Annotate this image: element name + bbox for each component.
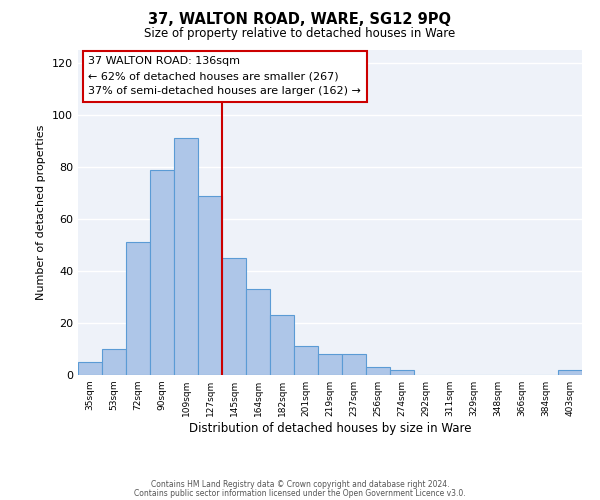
Bar: [342, 354, 366, 375]
Bar: [390, 370, 414, 375]
Bar: [78, 362, 102, 375]
Text: Contains HM Land Registry data © Crown copyright and database right 2024.: Contains HM Land Registry data © Crown c…: [151, 480, 449, 489]
Bar: [126, 242, 150, 375]
Bar: [294, 346, 318, 375]
Bar: [222, 258, 246, 375]
Text: Contains public sector information licensed under the Open Government Licence v3: Contains public sector information licen…: [134, 489, 466, 498]
Bar: [198, 196, 222, 375]
Bar: [318, 354, 342, 375]
Text: 37 WALTON ROAD: 136sqm
← 62% of detached houses are smaller (267)
37% of semi-de: 37 WALTON ROAD: 136sqm ← 62% of detached…: [88, 56, 361, 96]
Text: Size of property relative to detached houses in Ware: Size of property relative to detached ho…: [145, 28, 455, 40]
X-axis label: Distribution of detached houses by size in Ware: Distribution of detached houses by size …: [189, 422, 471, 435]
Bar: [246, 289, 270, 375]
Y-axis label: Number of detached properties: Number of detached properties: [37, 125, 46, 300]
Text: 37, WALTON ROAD, WARE, SG12 9PQ: 37, WALTON ROAD, WARE, SG12 9PQ: [149, 12, 452, 28]
Bar: [174, 138, 198, 375]
Bar: [558, 370, 582, 375]
Bar: [102, 349, 126, 375]
Bar: [150, 170, 174, 375]
Bar: [366, 367, 390, 375]
Bar: [270, 315, 294, 375]
